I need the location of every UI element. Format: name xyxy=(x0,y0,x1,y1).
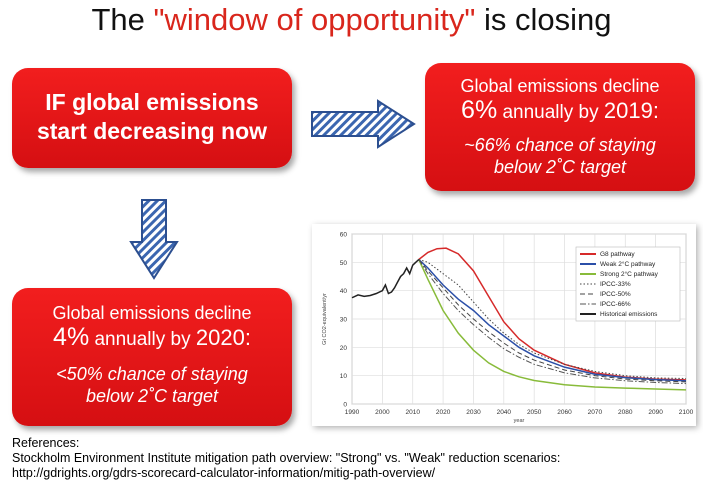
six-percent-box: Global emissions decline 6% annually by … xyxy=(425,63,695,191)
x-tick-label: 2100 xyxy=(679,409,694,416)
six-percent-year: 2019: xyxy=(603,98,659,123)
legend-label: Historical emissions xyxy=(600,311,658,318)
four-percent-year: 2020: xyxy=(195,325,251,350)
four-percent-value: 4% xyxy=(53,323,90,351)
legend-label: IPCC-66% xyxy=(600,301,631,308)
x-tick-label: 2020 xyxy=(436,409,451,416)
legend-label: IPCC-50% xyxy=(600,291,631,298)
x-tick-label: 1990 xyxy=(345,409,360,416)
x-tick-label: 2080 xyxy=(618,409,633,416)
x-tick-label: 2070 xyxy=(588,409,603,416)
legend-label: IPCC-33% xyxy=(600,281,631,288)
references-line1: Stockholm Environment Institute mitigati… xyxy=(12,451,561,465)
six-percent-value: 6% xyxy=(461,96,498,124)
x-tick-label: 2040 xyxy=(497,409,512,416)
decrease-now-line1: IF global emissions xyxy=(45,89,259,115)
series-line xyxy=(418,259,687,391)
y-tick-label: 40 xyxy=(340,288,348,295)
arrow-down-icon xyxy=(129,199,179,280)
legend-label: Weak 2°C pathway xyxy=(600,260,656,268)
six-percent-chance1: ~66% chance of staying xyxy=(464,135,656,155)
x-tick-label: 2050 xyxy=(527,409,542,416)
decrease-now-line2: start decreasing now xyxy=(36,118,268,144)
series-line xyxy=(418,247,687,381)
legend-label: G8 pathway xyxy=(600,251,635,258)
y-tick-label: 30 xyxy=(340,317,348,324)
x-axis-label: year xyxy=(514,418,525,424)
y-tick-label: 50 xyxy=(340,260,348,267)
title-prefix: The xyxy=(91,2,154,37)
legend-label: Strong 2°C pathway xyxy=(600,270,659,278)
six-percent-line1: Global emissions decline xyxy=(460,76,660,96)
four-percent-box: Global emissions decline 4% annually by … xyxy=(12,288,292,426)
six-percent-mid: annually by xyxy=(497,102,604,123)
series-line xyxy=(418,259,687,379)
x-tick-label: 2030 xyxy=(466,409,481,416)
series-line xyxy=(418,259,687,385)
four-percent-chance2: below 2˚C target xyxy=(85,386,219,406)
series-line xyxy=(418,258,687,382)
y-tick-label: 10 xyxy=(340,373,348,380)
references: References: Stockholm Environment Instit… xyxy=(12,436,560,481)
y-axis-label: Gt CO2-equivalent/yr xyxy=(322,293,328,345)
references-heading: References: xyxy=(12,436,80,450)
six-percent-chance2: below 2˚C target xyxy=(493,157,627,177)
arrow-right-icon xyxy=(311,99,416,149)
page-title: The "window of opportunity" is closing xyxy=(0,2,703,38)
x-tick-label: 2060 xyxy=(557,409,572,416)
emissions-chart: 1990 2000 2010 2020 2030 2040 2050 2060 2070 2080… xyxy=(312,224,696,426)
x-tick-label: 2010 xyxy=(405,409,420,416)
references-url[interactable]: http://gdrights.org/gdrs-scorecard-calcu… xyxy=(12,466,436,480)
four-percent-line1: Global emissions decline xyxy=(52,303,252,323)
four-percent-mid: annually by xyxy=(89,329,196,350)
title-highlight: "window of opportunity" xyxy=(153,2,476,37)
x-tick-label: 2000 xyxy=(375,409,390,416)
y-tick-label: 20 xyxy=(340,345,348,352)
x-tick-label: 2090 xyxy=(648,409,663,416)
series-line xyxy=(351,258,420,299)
emissions-chart-svg: 1990 2000 2010 2020 2030 2040 2050 2060 2070 2080… xyxy=(322,232,694,425)
y-tick-label: 0 xyxy=(343,402,347,409)
legend-box xyxy=(575,246,681,322)
series-line xyxy=(418,259,687,383)
decrease-now-box: IF global emissions start decreasing now xyxy=(12,68,292,168)
y-tick-label: 60 xyxy=(340,232,348,239)
four-percent-chance1: <50% chance of staying xyxy=(56,364,248,384)
title-suffix: is closing xyxy=(475,2,612,37)
